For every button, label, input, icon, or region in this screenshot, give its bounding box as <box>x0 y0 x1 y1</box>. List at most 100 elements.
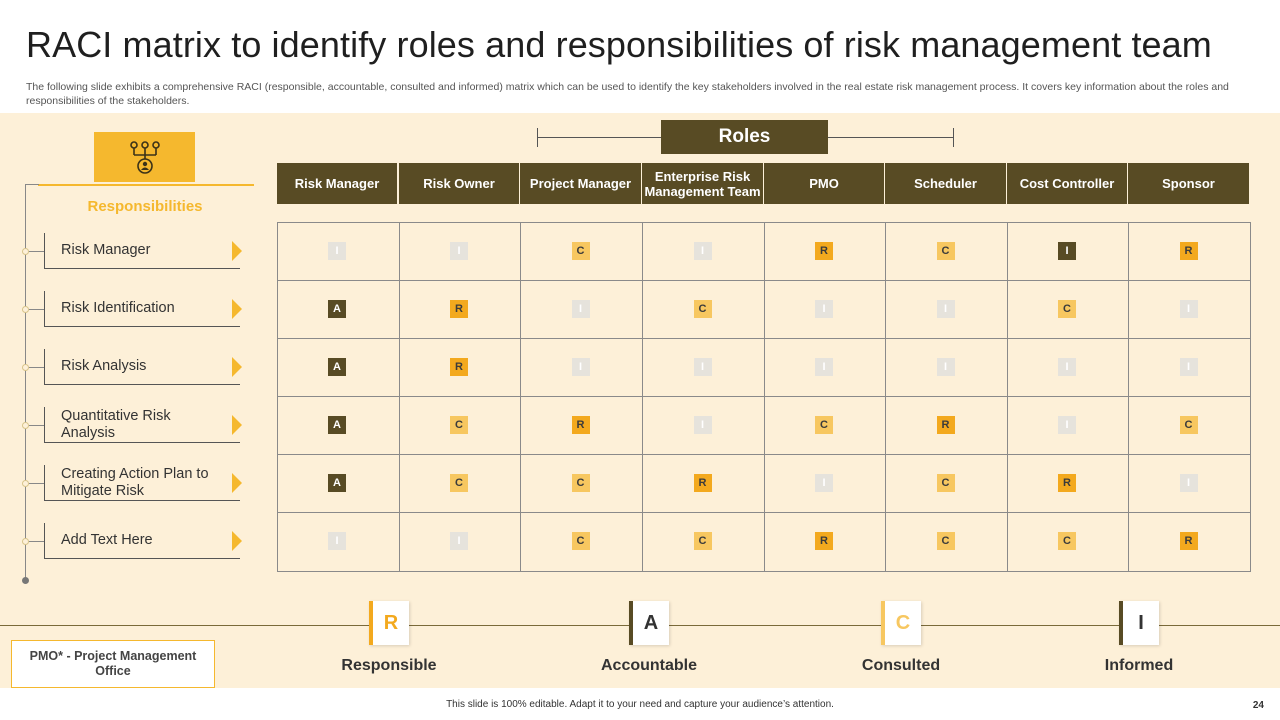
raci-cell: R <box>693 474 712 492</box>
raci-cell: C <box>571 532 590 550</box>
roles-bracket-right <box>828 137 954 138</box>
timeline-dot <box>22 422 29 429</box>
raci-cell: I <box>1058 416 1076 434</box>
raci-cell: I <box>815 474 833 492</box>
legend-badge: R <box>369 601 409 645</box>
timeline-dot <box>22 480 29 487</box>
legend-label: Responsible <box>341 657 437 674</box>
chevron-right-icon <box>232 531 242 551</box>
responsibility-item: Creating Action Plan to Mitigate Risk <box>44 465 242 501</box>
footer-text: This slide is 100% editable. Adapt it to… <box>446 699 834 710</box>
grid-vline <box>520 223 521 571</box>
raci-cell: I <box>571 300 590 318</box>
column-header: Sponsor <box>1128 163 1249 204</box>
timeline-top <box>25 184 39 185</box>
grid-vline <box>885 223 886 571</box>
timeline-end-dot <box>22 577 29 584</box>
legend-badge: A <box>629 601 669 645</box>
column-header: Enterprise Risk Management Team <box>642 163 763 204</box>
raci-cell: I <box>571 358 590 376</box>
raci-cell: C <box>1058 300 1076 318</box>
raci-cell: I <box>693 416 712 434</box>
raci-cell: I <box>936 358 955 376</box>
raci-cell: R <box>571 416 590 434</box>
responsibility-item: Risk Identification <box>44 291 242 327</box>
legend-badge: I <box>1119 601 1159 645</box>
slide-title: RACI matrix to identify roles and respon… <box>26 24 1212 65</box>
responsibility-item: Quantitative Risk Analysis <box>44 407 242 443</box>
raci-cell: I <box>1058 358 1076 376</box>
page-number: 24 <box>1252 700 1264 711</box>
raci-cell: C <box>450 416 468 434</box>
chevron-right-icon <box>232 299 242 319</box>
raci-cell: I <box>328 532 346 550</box>
grid-hline <box>278 338 1250 339</box>
raci-cell: I <box>693 242 712 260</box>
raci-cell: I <box>450 242 468 260</box>
raci-cell: I <box>936 300 955 318</box>
timeline-connector <box>29 541 44 542</box>
grid-vline <box>1007 223 1008 571</box>
raci-cell: C <box>936 474 955 492</box>
raci-cell: R <box>450 358 468 376</box>
legend-label: Informed <box>1104 657 1174 674</box>
raci-cell: I <box>815 300 833 318</box>
chevron-right-icon <box>232 241 242 261</box>
legend-label: Consulted <box>861 657 941 674</box>
responsibility-item: Risk Manager <box>44 233 242 269</box>
legend-label: Accountable <box>600 657 697 674</box>
legend-badge: C <box>881 601 921 645</box>
raci-cell: I <box>328 242 346 260</box>
responsibility-label: Creating Action Plan to Mitigate Risk <box>61 465 209 499</box>
timeline-dot <box>22 306 29 313</box>
raci-cell: R <box>936 416 955 434</box>
roles-tick-left <box>537 128 538 147</box>
raci-cell: C <box>936 242 955 260</box>
raci-cell: C <box>571 474 590 492</box>
column-header: Risk Owner <box>399 163 519 204</box>
raci-cell: I <box>815 358 833 376</box>
roles-bracket-left <box>537 137 661 138</box>
timeline-connector <box>29 425 44 426</box>
raci-cell: C <box>936 532 955 550</box>
timeline-connector <box>29 483 44 484</box>
grid-vline <box>642 223 643 571</box>
roles-badge: Roles <box>661 120 828 154</box>
raci-cell: C <box>1058 532 1076 550</box>
raci-cell: C <box>450 474 468 492</box>
stakeholders-org-icon <box>94 132 195 182</box>
timeline-line <box>25 184 26 582</box>
raci-cell: A <box>328 300 346 318</box>
raci-cell: R <box>450 300 468 318</box>
timeline-connector <box>29 367 44 368</box>
raci-grid <box>277 222 1251 572</box>
column-header: Scheduler <box>885 163 1006 204</box>
timeline-dot <box>22 248 29 255</box>
raci-cell: I <box>693 358 712 376</box>
grid-hline <box>278 512 1250 513</box>
responsibilities-title: Responsibilities <box>87 198 203 215</box>
raci-cell: R <box>1179 532 1198 550</box>
raci-cell: C <box>693 532 712 550</box>
responsibility-label: Quantitative Risk Analysis <box>61 407 171 441</box>
raci-cell: I <box>450 532 468 550</box>
grid-hline <box>278 396 1250 397</box>
grid-vline <box>1128 223 1129 571</box>
responsibility-item: Add Text Here <box>44 523 242 559</box>
responsibilities-underline <box>38 184 254 186</box>
responsibility-label: Add Text Here <box>61 532 153 548</box>
raci-cell: C <box>815 416 833 434</box>
grid-vline <box>764 223 765 571</box>
responsibility-label: Risk Identification <box>61 300 175 316</box>
raci-cell: C <box>571 242 590 260</box>
grid-hline <box>278 280 1250 281</box>
responsibility-label: Risk Manager <box>61 242 151 258</box>
responsibility-label: Risk Analysis <box>61 358 147 374</box>
timeline-connector <box>29 251 44 252</box>
content-panel <box>0 113 1280 688</box>
pmo-note: PMO* - Project Management Office <box>11 640 215 688</box>
column-header: Project Manager <box>520 163 641 204</box>
slide-subtitle: The following slide exhibits a comprehen… <box>26 81 1229 107</box>
roles-tick-right <box>953 128 954 147</box>
timeline-dot <box>22 364 29 371</box>
